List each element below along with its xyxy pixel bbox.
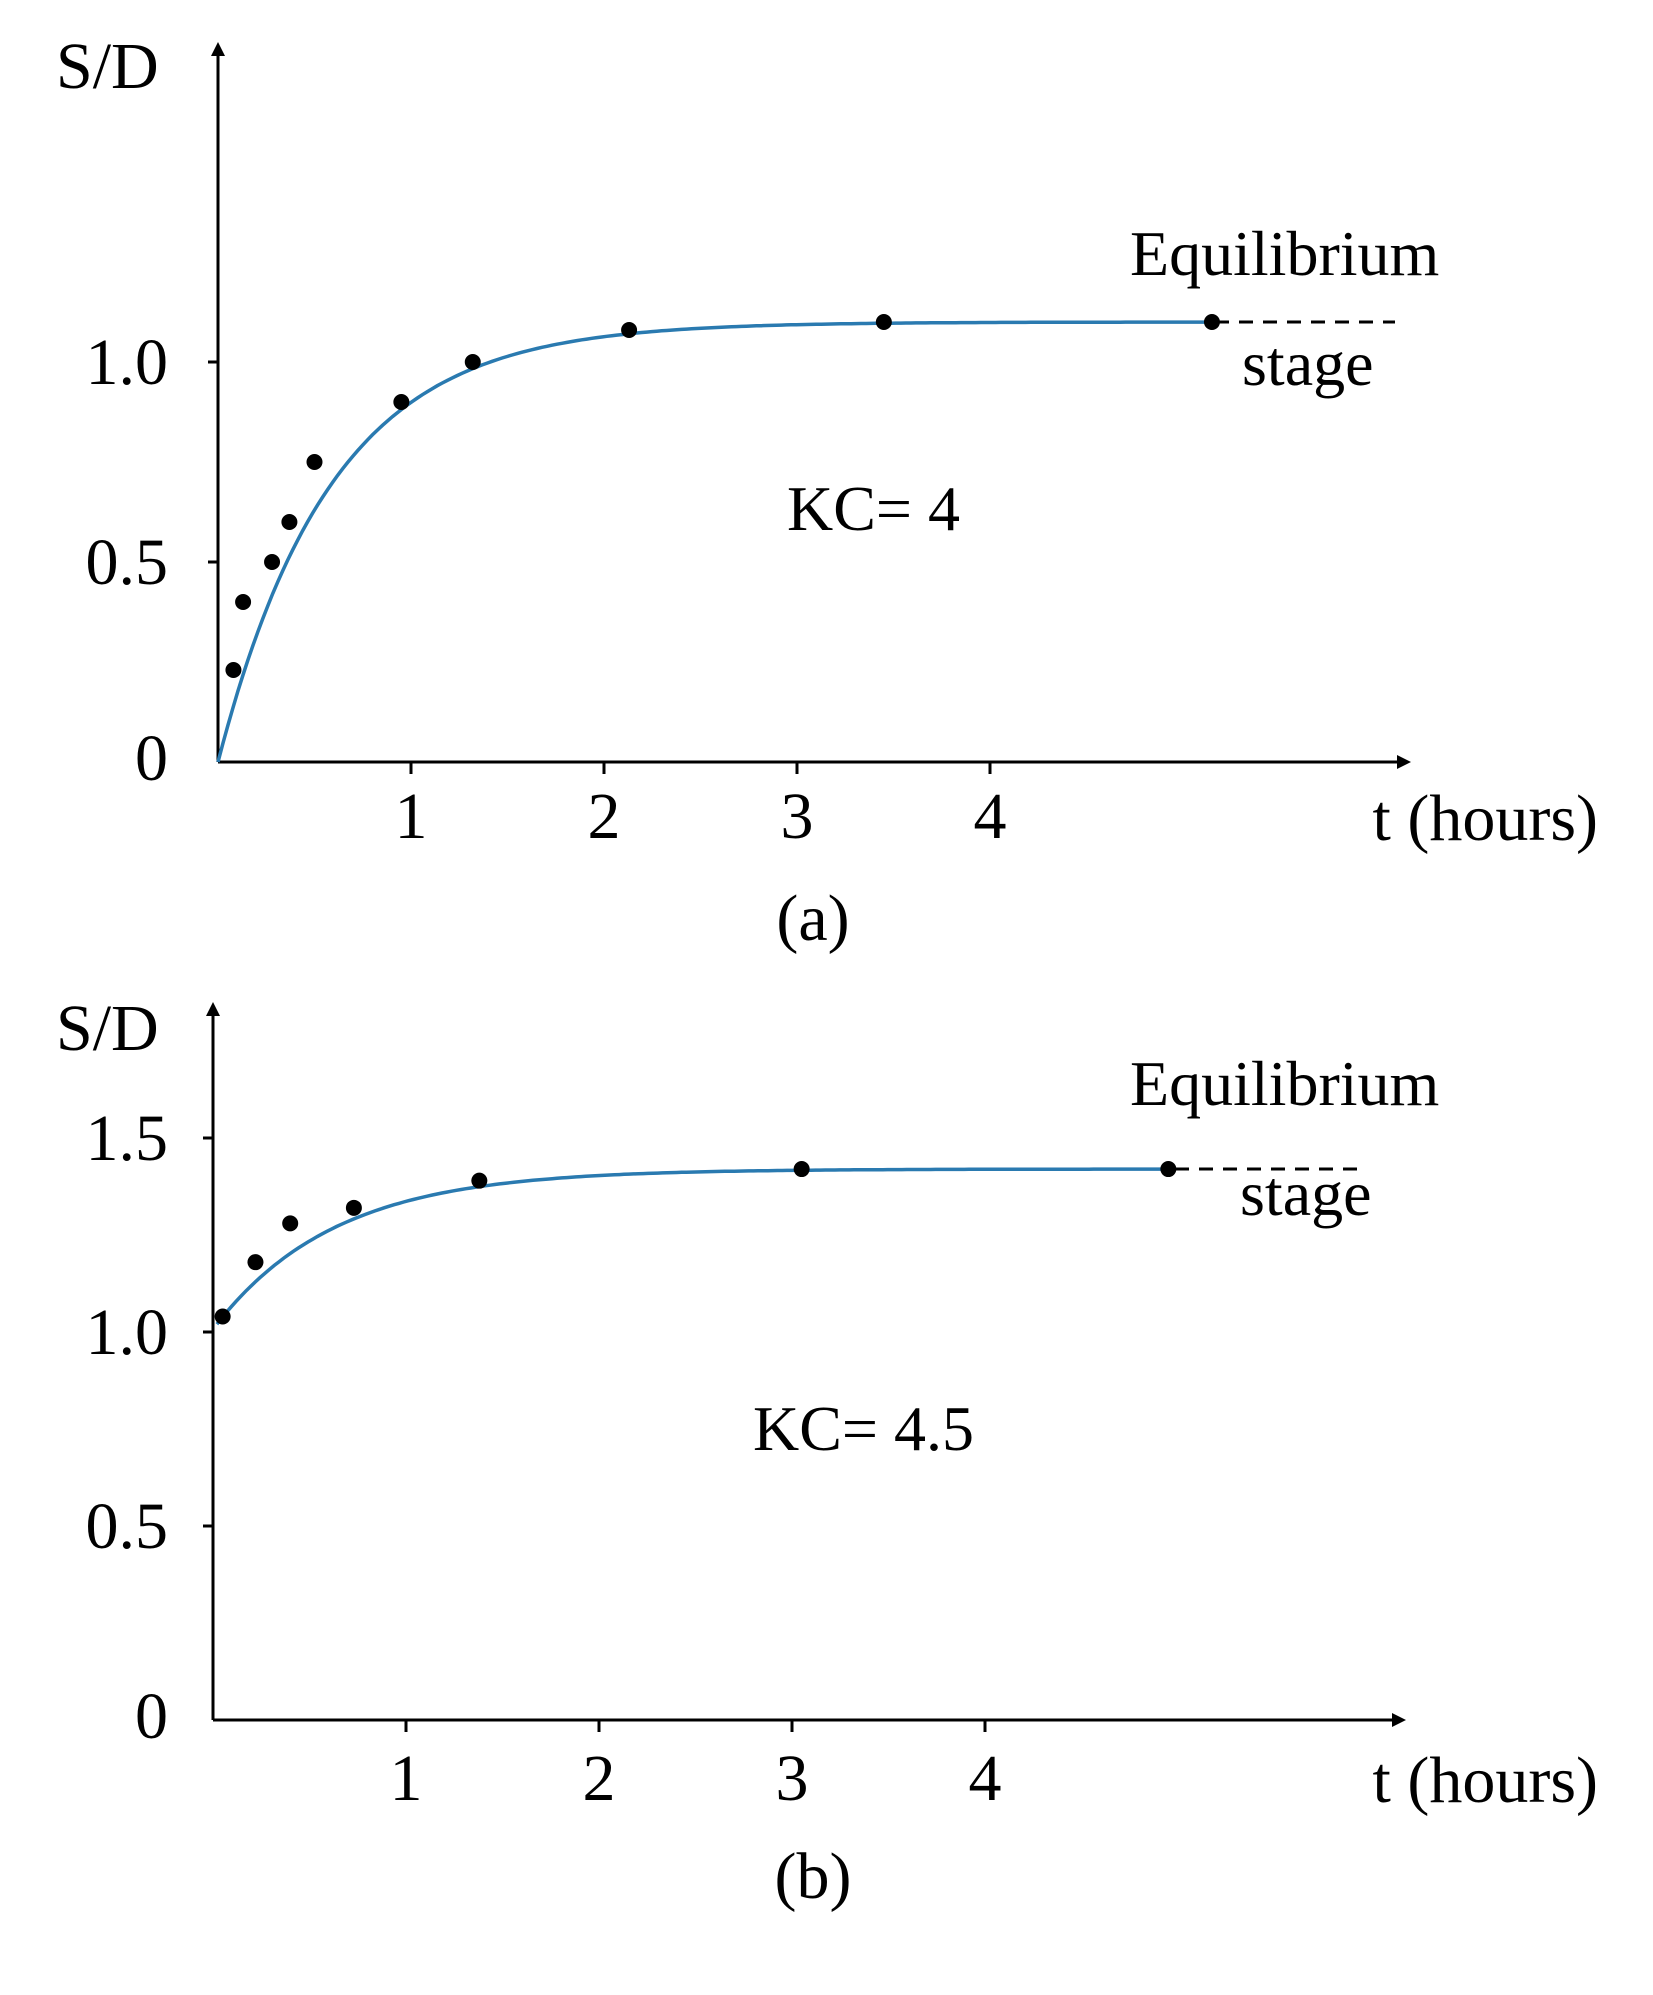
data-point-b bbox=[214, 1308, 231, 1325]
x-tick-label-b: 1 bbox=[390, 1742, 423, 1815]
x-tick-label-b: 3 bbox=[776, 1742, 809, 1815]
x-axis-title-a: t (hours) bbox=[1373, 782, 1598, 855]
chart-panel-a: 0 0.5 1.0 1 2 3 4 S/D t (hours) KC= 4 Equilibrium s… bbox=[56, 30, 1598, 955]
panel-label-b: (b) bbox=[775, 1840, 852, 1913]
y-tick-label-b: 0.5 bbox=[86, 1490, 169, 1563]
y-tick-label-a: 0 bbox=[135, 722, 168, 795]
x-axis-title-b: t (hours) bbox=[1373, 1744, 1598, 1817]
fit-curve-a bbox=[216, 320, 1215, 763]
panel-label-a: (a) bbox=[776, 882, 849, 955]
y-tick-label-a: 1.0 bbox=[86, 326, 169, 399]
fit-curve-b bbox=[215, 1167, 1175, 1326]
x-tick-label-b: 4 bbox=[969, 1742, 1002, 1815]
stage-label-a: stage bbox=[1242, 328, 1374, 399]
data-point-a bbox=[1203, 314, 1220, 330]
data-point-a bbox=[464, 354, 481, 370]
y-axis-title-a: S/D bbox=[56, 30, 159, 103]
y-tick-label-b: 1.0 bbox=[86, 1296, 169, 1369]
equilibrium-label-a: Equilibrium bbox=[1130, 218, 1439, 289]
data-point-a bbox=[264, 554, 281, 570]
data-point-b bbox=[247, 1254, 264, 1271]
y-tick-label-a: 0.5 bbox=[86, 526, 169, 599]
data-point-a bbox=[621, 322, 638, 338]
data-point-a bbox=[875, 314, 892, 330]
stage-label-b: stage bbox=[1240, 1158, 1372, 1229]
x-tick-label-b: 2 bbox=[583, 1742, 616, 1815]
data-point-b bbox=[345, 1199, 362, 1216]
kc-annotation-a: KC= 4 bbox=[787, 473, 960, 544]
y-tick-label-b: 1.5 bbox=[86, 1102, 169, 1175]
data-point-b bbox=[1160, 1161, 1177, 1178]
equilibrium-label-b: Equilibrium bbox=[1130, 1048, 1439, 1119]
data-point-a bbox=[306, 454, 323, 470]
x-tick-label-a: 1 bbox=[395, 780, 428, 853]
chart-panel-b: 0 0.5 1.0 1.5 1 2 3 4 S/D t (hours) KC= 4.5 Equilib… bbox=[56, 992, 1598, 1913]
x-tick-label-a: 2 bbox=[588, 780, 621, 853]
data-point-b bbox=[471, 1172, 488, 1189]
kc-annotation-b: KC= 4.5 bbox=[753, 1393, 974, 1464]
data-point-a bbox=[281, 514, 298, 530]
x-tick-label-a: 4 bbox=[974, 780, 1007, 853]
y-tick-label-b: 0 bbox=[135, 1680, 168, 1753]
data-point-b bbox=[282, 1215, 299, 1232]
data-point-a bbox=[225, 662, 242, 678]
data-point-a bbox=[235, 594, 252, 610]
data-point-b bbox=[793, 1161, 810, 1178]
data-point-a bbox=[393, 394, 410, 410]
y-axis-title-b: S/D bbox=[56, 992, 159, 1065]
x-tick-label-a: 3 bbox=[781, 780, 814, 853]
